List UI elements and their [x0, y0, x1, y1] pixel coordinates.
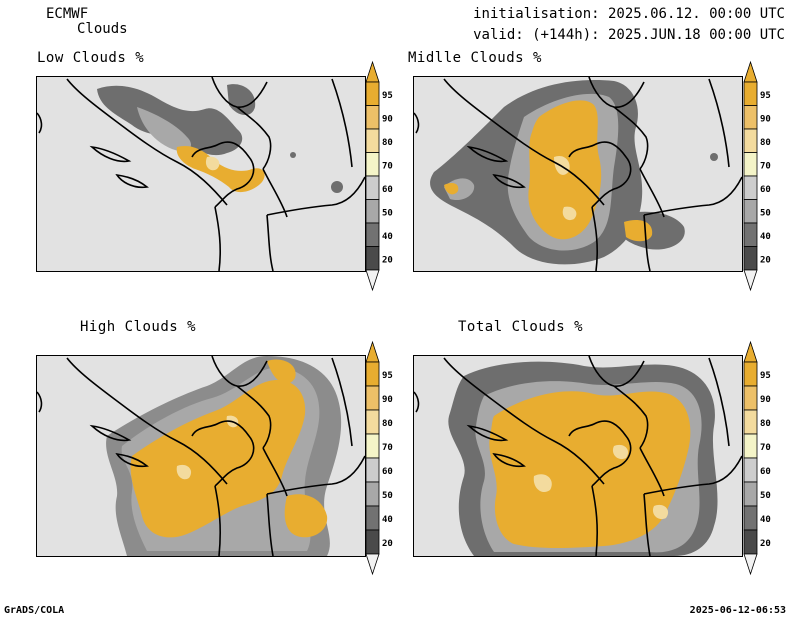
footer-credit: GrADS/COLA [4, 605, 65, 616]
colorbar-segment [365, 199, 380, 224]
colorbar-top-arrow [743, 340, 758, 363]
colorbar-label: 90 [760, 395, 771, 405]
colorbar-segment [743, 81, 758, 106]
colorbar-segment [365, 128, 380, 153]
initialisation-time: initialisation: 2025.06.12. 00:00 UTC [473, 6, 785, 22]
colorbar-total: 95 90 80 70 60 50 40 20 [743, 340, 771, 576]
colorbar-segment [743, 128, 758, 153]
product-name: Clouds [77, 21, 128, 37]
map-low-clouds [36, 76, 366, 272]
colorbar-label: 20 [382, 539, 393, 549]
colorbar-label: 95 [382, 371, 393, 381]
colorbar-segment [743, 457, 758, 483]
colorbar-label: 95 [760, 91, 771, 101]
colorbar-top-arrow [365, 340, 380, 363]
colorbar-segment [365, 222, 380, 247]
colorbar-label: 70 [382, 443, 393, 453]
colorbar-label: 90 [760, 114, 771, 124]
colorbar-segment [743, 199, 758, 224]
colorbar-label: 70 [760, 161, 771, 171]
map-middle-clouds [413, 76, 743, 272]
colorbar-segment [365, 246, 380, 271]
colorbar-segment [743, 409, 758, 435]
colorbar-label: 60 [382, 185, 393, 195]
panel-title-low: Low Clouds % [37, 50, 145, 66]
panel-title-middle: Midlle Clouds % [408, 50, 542, 66]
colorbar-segment [743, 505, 758, 531]
valid-time: valid: (+144h): 2025.JUN.18 00:00 UTC [473, 27, 785, 43]
model-name: ECMWF [46, 6, 89, 22]
colorbar-segment [365, 529, 380, 555]
total-clouds-field [414, 356, 742, 556]
colorbar-segment [743, 246, 758, 271]
colorbar-label: 40 [760, 232, 771, 242]
colorbar-segment [365, 175, 380, 200]
map-high-clouds [36, 355, 366, 557]
panel-title-high: High Clouds % [80, 319, 197, 335]
colorbar-bottom-arrow [743, 269, 758, 292]
colorbar-high: 95 90 80 70 60 50 40 20 [365, 340, 393, 576]
colorbar-label: 50 [382, 491, 393, 501]
colorbar-label: 40 [382, 515, 393, 525]
colorbar-segment [365, 105, 380, 130]
colorbar-label: 50 [382, 208, 393, 218]
colorbar-segment [743, 481, 758, 507]
colorbar-label: 20 [760, 255, 771, 265]
colorbar-segment [365, 409, 380, 435]
colorbar-label: 40 [760, 515, 771, 525]
high-clouds-field [37, 356, 365, 556]
colorbar-label: 80 [760, 138, 771, 148]
colorbar-bottom-arrow [743, 553, 758, 576]
colorbar-middle: 95 90 80 70 60 50 40 20 [743, 60, 771, 292]
colorbar-segment [365, 385, 380, 411]
colorbar-label: 50 [760, 491, 771, 501]
colorbar-low: 95 90 80 70 60 50 40 20 [365, 60, 393, 292]
colorbar-label: 60 [382, 467, 393, 477]
colorbar-label: 70 [760, 443, 771, 453]
colorbar-label: 20 [382, 255, 393, 265]
colorbar-top-arrow [743, 60, 758, 83]
colorbar-segment [743, 105, 758, 130]
colorbar-label: 95 [760, 371, 771, 381]
colorbar-segment [743, 385, 758, 411]
colorbar-segment [743, 152, 758, 177]
colorbar-segment [365, 361, 380, 387]
colorbar-segment [365, 457, 380, 483]
colorbar-segment [365, 433, 380, 459]
colorbar-segment [365, 152, 380, 177]
colorbar-segment [743, 222, 758, 247]
colorbar-label: 70 [382, 161, 393, 171]
colorbar-bottom-arrow [365, 269, 380, 292]
colorbar-label: 95 [382, 91, 393, 101]
colorbar-label: 80 [382, 138, 393, 148]
colorbar-label: 60 [760, 467, 771, 477]
panel-title-total: Total Clouds % [458, 319, 584, 335]
colorbar-label: 20 [760, 539, 771, 549]
colorbar-label: 90 [382, 395, 393, 405]
colorbar-label: 90 [382, 114, 393, 124]
colorbar-segment [743, 175, 758, 200]
colorbar-segment [743, 529, 758, 555]
colorbar-top-arrow [365, 60, 380, 83]
colorbar-segment [365, 81, 380, 106]
colorbar-label: 40 [382, 232, 393, 242]
colorbar-label: 80 [382, 419, 393, 429]
colorbar-segment [365, 505, 380, 531]
colorbar-label: 80 [760, 419, 771, 429]
map-total-clouds [413, 355, 743, 557]
footer-timestamp: 2025-06-12-06:53 [689, 605, 786, 616]
colorbar-segment [743, 361, 758, 387]
middle-clouds-field [414, 77, 742, 271]
colorbar-segment [743, 433, 758, 459]
low-clouds-field [37, 77, 365, 271]
colorbar-bottom-arrow [365, 553, 380, 576]
colorbar-label: 60 [760, 185, 771, 195]
colorbar-segment [365, 481, 380, 507]
colorbar-label: 50 [760, 208, 771, 218]
